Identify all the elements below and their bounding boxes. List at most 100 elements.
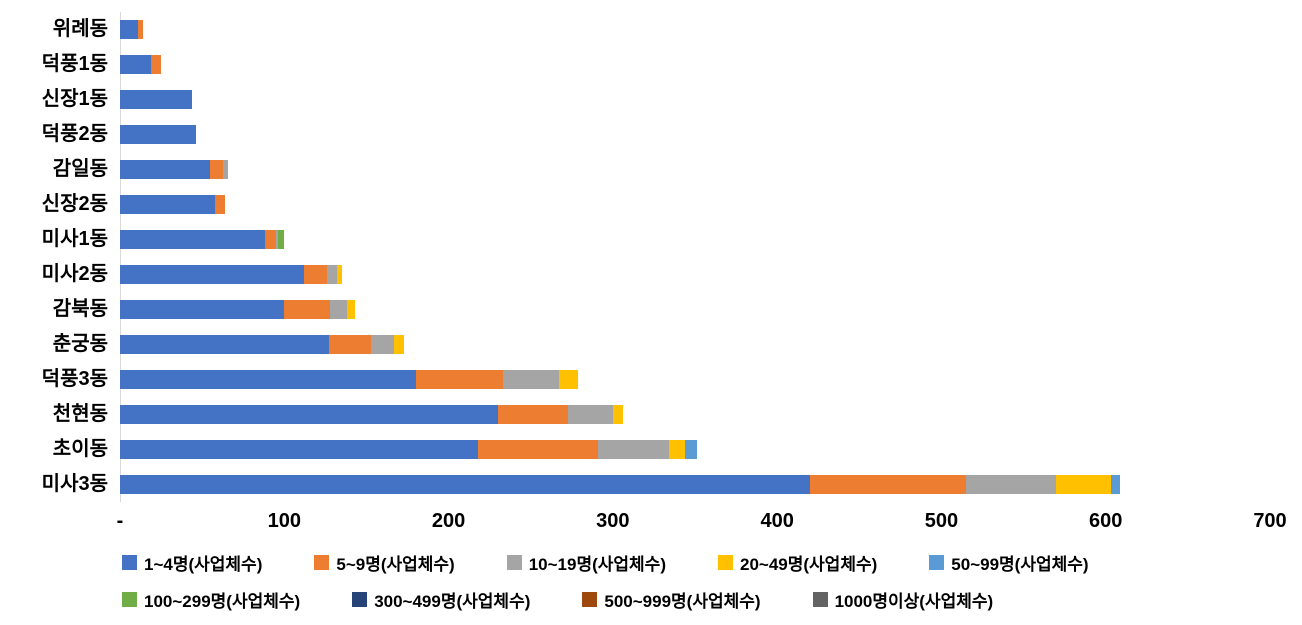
- category-label: 미사2동: [41, 263, 108, 285]
- bar-segment: [277, 230, 285, 249]
- category-label: 감일동: [52, 158, 108, 180]
- bar-segment: [264, 230, 277, 249]
- legend-row: 100~299명(사업체수) 300~499명(사업체수) 500~999명(사업체…: [122, 587, 1282, 612]
- bar-segment: [327, 265, 337, 284]
- bar-segment: [810, 475, 967, 494]
- category-label: 덕풍2동: [41, 123, 108, 145]
- bar-stack: [120, 20, 143, 39]
- bar-stack: [120, 90, 193, 109]
- category-label: 미사3동: [41, 473, 108, 495]
- legend-label: 50~99명(사업체수): [951, 555, 1089, 574]
- bar-stack: [120, 230, 285, 249]
- bar-segment: [151, 55, 162, 74]
- legend-swatch-icon: [122, 592, 137, 607]
- bar-row: [120, 187, 1270, 222]
- bar-segment: [330, 300, 347, 319]
- bar-segment: [120, 160, 211, 179]
- bar-segment: [1056, 475, 1111, 494]
- bar-stack: [120, 370, 579, 389]
- legend-item: 5~9명(사업체수): [314, 550, 455, 575]
- legend-item: 300~499명(사업체수): [352, 587, 530, 612]
- x-axis-tick-label: 500: [924, 510, 959, 532]
- legend-swatch-icon: [929, 555, 945, 570]
- category-label: 위례동: [52, 18, 108, 40]
- category-label: 덕풍1동: [41, 53, 108, 75]
- legend-swatch-icon: [352, 592, 368, 607]
- bar-stack: [120, 405, 623, 424]
- category-label: 천현동: [52, 403, 108, 425]
- bar-segment: [966, 475, 1057, 494]
- category-label: 신장2동: [41, 193, 108, 215]
- bar-row: [120, 12, 1270, 47]
- bar-segment: [478, 440, 599, 459]
- bar-segment: [497, 405, 569, 424]
- bar-row: [120, 292, 1270, 327]
- bar-segment: [223, 160, 229, 179]
- bar-row: [120, 222, 1270, 257]
- x-axis-tick-label: 600: [1089, 510, 1123, 532]
- legend-row: 1~4명(사업체수) 5~9명(사업체수) 10~19명(사업체수) 20~49명(사…: [122, 550, 1282, 575]
- x-axis-tick-label: 300: [596, 510, 630, 532]
- bar-segment: [120, 405, 498, 424]
- bar-segment: [394, 335, 405, 354]
- legend-item: 500~999명(사업체수): [582, 587, 761, 612]
- bar-row: [120, 362, 1270, 397]
- bar-segment: [120, 195, 216, 214]
- bar-segment: [612, 405, 623, 424]
- legend-label: 100~299명(사업체수): [144, 592, 301, 611]
- bar-segment: [120, 300, 285, 319]
- bar-segment: [502, 370, 559, 389]
- bar-segment: [346, 300, 355, 319]
- bar-segment: [120, 440, 479, 459]
- legend-label: 500~999명(사업체수): [604, 592, 761, 611]
- bar-segment: [120, 90, 193, 109]
- bar-stack: [120, 300, 355, 319]
- bar-segment: [120, 20, 139, 39]
- legend-swatch-icon: [582, 592, 598, 607]
- legend-label: 300~499명(사업체수): [374, 592, 531, 611]
- x-axis-tick-label: 700: [1253, 510, 1287, 532]
- bar-segment: [120, 230, 265, 249]
- bar-row: [120, 152, 1270, 187]
- bar-segment: [336, 265, 342, 284]
- bar-segment: [120, 475, 810, 494]
- x-axis-tick-label: -: [116, 510, 124, 532]
- bar-segment: [598, 440, 669, 459]
- x-axis-tick-label: 200: [431, 510, 466, 532]
- legend-label: 20~49명(사업체수): [740, 555, 878, 574]
- bar-segment: [215, 195, 226, 214]
- legend-label: 1~4명(사업체수): [144, 555, 263, 574]
- bar-segment: [1110, 475, 1121, 494]
- bar-row: [120, 467, 1270, 502]
- bar-row: [120, 47, 1270, 82]
- bar-stack: [120, 265, 342, 284]
- bar-segment: [304, 265, 327, 284]
- bar-stack: [120, 125, 196, 144]
- bar-segment: [120, 55, 152, 74]
- category-label: 춘궁동: [52, 333, 108, 355]
- legend-swatch-icon: [718, 555, 733, 570]
- bar-stack: [120, 160, 229, 179]
- bar-segment: [415, 370, 503, 389]
- bar-stack: [120, 335, 405, 354]
- category-label: 덕풍3동: [41, 368, 108, 390]
- bar-segment: [568, 405, 613, 424]
- category-label: 미사1동: [41, 228, 108, 250]
- bar-segment: [120, 125, 196, 144]
- bar-row: [120, 117, 1270, 152]
- bar-row: [120, 432, 1270, 467]
- legend-label: 1000명이상(사업체수): [834, 592, 994, 611]
- bar-segment: [276, 230, 278, 249]
- legend-item: 1000명이상(사업체수): [812, 587, 994, 612]
- bar-row: [120, 82, 1270, 117]
- legend-label: 5~9명(사업체수): [336, 555, 455, 574]
- bar-segment: [558, 370, 579, 389]
- bar-stack: [120, 195, 226, 214]
- bar-stack: [120, 55, 162, 74]
- bar-segment: [120, 265, 304, 284]
- y-axis-line: [120, 12, 121, 502]
- plot-area: [120, 12, 1270, 502]
- bar-row: [120, 397, 1270, 432]
- bar-stack: [120, 440, 697, 459]
- x-axis-tick-label: 100: [267, 510, 301, 532]
